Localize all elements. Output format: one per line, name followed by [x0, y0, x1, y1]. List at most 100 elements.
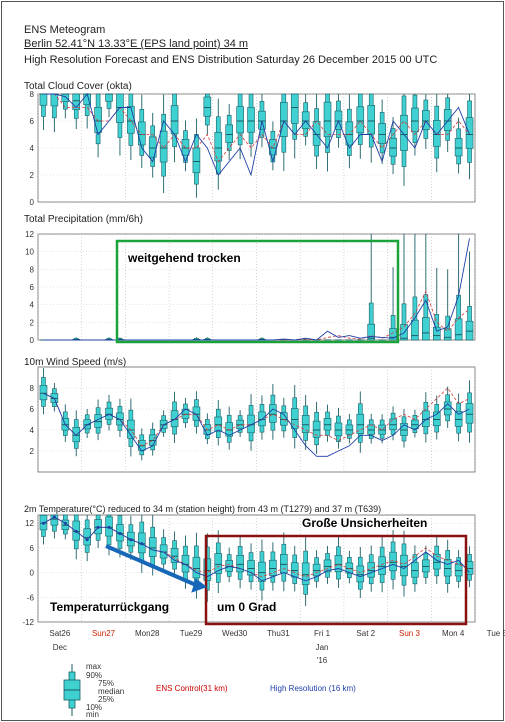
month-label: Dec: [53, 643, 67, 652]
location-label: Berlin 52.41°N 13.33°E (EPS land point) …: [24, 38, 249, 50]
box-p25-p75: [127, 106, 135, 134]
box-p25-p75: [422, 317, 430, 341]
legend-p90: 90%: [86, 671, 103, 680]
day-label: Tue 5: [487, 629, 505, 638]
box-p25-p75: [214, 132, 223, 162]
box-p25-p75: [39, 385, 48, 401]
box-p25-p75: [411, 562, 419, 578]
box-p25-p75: [422, 410, 430, 427]
box-p25-p75: [170, 410, 179, 428]
box-p25-p75: [454, 563, 463, 577]
box-p25-p75: [312, 420, 321, 438]
box-p25-p75: [203, 558, 212, 581]
day-label: Mon28: [135, 629, 160, 638]
high-res-marker: [107, 525, 111, 529]
month-label: Jan: [316, 643, 329, 652]
box-p25-p75: [94, 107, 102, 133]
dry-period-box: [115, 239, 400, 344]
box-p25-p75: [247, 560, 255, 576]
y-tick-label: -6: [27, 593, 35, 602]
box-p25-p75: [400, 554, 408, 577]
box-p25-p75: [323, 418, 332, 431]
day-label: Tue29: [180, 629, 203, 638]
box-p25-p75: [225, 124, 233, 143]
legend-p25: 25%: [98, 695, 115, 704]
y-tick-label: 2: [30, 447, 35, 456]
y-tick-label: 8: [30, 90, 35, 99]
box-p25-p75: [170, 548, 179, 563]
forecast-subtitle: High Resolution Forecast and ENS Distrib…: [24, 54, 438, 66]
box-p25-p75: [72, 93, 81, 110]
box-p25-p75: [422, 559, 430, 573]
year-label: '16: [317, 656, 328, 665]
high-res-marker: [74, 529, 78, 533]
box-p25-p75: [312, 563, 321, 577]
box-p25-p75: [334, 555, 343, 573]
box-p25-p75: [454, 410, 463, 427]
box-p25-p75: [148, 136, 157, 158]
high-res-marker: [41, 521, 45, 525]
box-p25-p75: [170, 105, 179, 135]
box-p25-p75: [443, 328, 452, 341]
box-p25-p75: [258, 561, 266, 582]
legend-min: min: [86, 710, 99, 719]
high-res-line: [43, 516, 470, 582]
box-p25-p75: [301, 111, 310, 129]
y-tick-label: 6: [30, 117, 35, 126]
y-tick-label: 4: [30, 426, 35, 435]
box-p25-p75: [443, 559, 452, 577]
box-p25-p75: [411, 107, 419, 133]
box-p25-p75: [356, 565, 365, 583]
y-tick-label: 6: [30, 283, 35, 292]
box-p25-p75: [159, 130, 168, 163]
y-tick-label: -12: [22, 618, 34, 627]
box-p25-p75: [181, 554, 190, 573]
day-label: Fri 1: [314, 629, 331, 638]
box-p25-p75: [203, 96, 212, 117]
y-tick-label: 8: [30, 384, 35, 393]
high-res-line: [43, 392, 470, 457]
box-p25-p75: [258, 411, 266, 427]
box-p25-p75: [290, 93, 299, 124]
box-p25-p75: [465, 320, 474, 341]
box-p25-p75: [323, 101, 332, 138]
box-p25-p75: [181, 139, 190, 156]
box-p25-p75: [356, 106, 365, 134]
box-p25-p75: [367, 323, 376, 341]
box-p25-p75: [72, 427, 81, 443]
legend: max 90% 75% median 25% 10% min ENS Contr…: [60, 662, 500, 719]
box-p25-p75: [432, 326, 441, 341]
high-res-marker: [118, 532, 122, 536]
day-label: Sun27: [92, 629, 116, 638]
y-tick-label: 2: [30, 171, 35, 180]
high-res-marker: [96, 525, 100, 529]
box-p25-p75: [247, 414, 255, 434]
y-tick-label: 12: [25, 519, 34, 528]
box-p25-p75: [192, 406, 201, 421]
cloud-panel-title: Total Cloud Cover (okta): [24, 81, 132, 92]
box-p25-p75: [61, 93, 70, 102]
box-p25-p75: [422, 110, 430, 131]
legend-ens-control: ENS Control(31 km): [156, 684, 228, 693]
zero-degree-label: um 0 Grad: [217, 600, 276, 614]
day-label: Sat 2: [356, 629, 375, 638]
day-label: Mon 4: [442, 629, 465, 638]
high-res-marker: [140, 542, 144, 546]
box-p25-p75: [443, 401, 452, 416]
box-p25-p75: [290, 562, 299, 578]
legend-median: median: [98, 687, 125, 696]
box-p25-p75: [269, 559, 277, 576]
box-p25-p75: [323, 559, 332, 573]
y-tick-label: 0: [30, 198, 35, 207]
day-label: Sat26: [49, 629, 70, 638]
box-p25-p75: [367, 562, 376, 578]
box-p25-p75: [389, 137, 397, 157]
legend-max: max: [86, 662, 102, 671]
y-tick-label: 4: [30, 301, 35, 310]
y-tick-label: 12: [25, 230, 34, 239]
temp-drop-label: Temperaturrückgang: [50, 600, 169, 614]
box-p25-p75: [247, 107, 255, 133]
temp-panel-title: 2m Temperature(°C) reduced to 34 m (stat…: [24, 504, 382, 514]
y-tick-label: 8: [30, 265, 35, 274]
day-label: Wed30: [222, 629, 248, 638]
